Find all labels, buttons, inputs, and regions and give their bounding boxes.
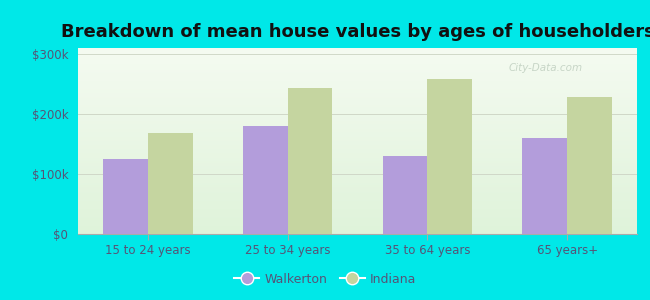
Bar bbox=[567, 97, 612, 234]
Bar bbox=[243, 126, 287, 234]
Bar bbox=[103, 159, 148, 234]
Text: City-Data.com: City-Data.com bbox=[508, 63, 582, 73]
Bar bbox=[428, 79, 472, 234]
Legend: Walkerton, Indiana: Walkerton, Indiana bbox=[229, 268, 421, 291]
Bar bbox=[148, 133, 192, 234]
Title: Breakdown of mean house values by ages of householders: Breakdown of mean house values by ages o… bbox=[60, 23, 650, 41]
Bar bbox=[383, 156, 428, 234]
Bar bbox=[523, 138, 567, 234]
Bar bbox=[287, 88, 332, 234]
